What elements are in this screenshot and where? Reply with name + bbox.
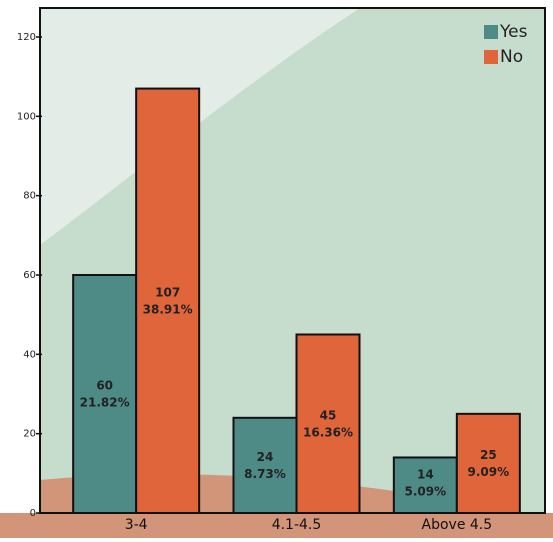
legend-label: No	[500, 47, 523, 67]
footer-band	[0, 513, 553, 538]
y-tick-label: 120	[17, 32, 36, 43]
percent-label: 21.82%	[80, 396, 130, 410]
legend-label: Yes	[499, 22, 528, 42]
bar	[392, 456, 458, 515]
x-tick-label: 3-4	[125, 517, 148, 533]
bar	[135, 87, 201, 514]
percent-label: 8.73%	[244, 467, 286, 481]
value-label: 107	[155, 285, 180, 299]
y-tick-label: 40	[23, 349, 36, 360]
percent-label: 9.09%	[468, 465, 510, 479]
value-label: 25	[480, 448, 497, 462]
value-label: 24	[257, 450, 274, 464]
bar	[455, 412, 521, 515]
value-label: 14	[417, 468, 434, 482]
bar	[72, 274, 138, 514]
value-label: 60	[96, 379, 113, 393]
percent-label: 5.09%	[405, 485, 447, 499]
y-tick-label: 100	[17, 111, 36, 122]
y-tick-label: 0	[30, 508, 36, 519]
bar	[232, 416, 298, 514]
bar	[295, 333, 361, 514]
x-tick-label: 4.1-4.5	[272, 517, 322, 533]
y-tick-label: 80	[23, 191, 36, 202]
percent-label: 38.91%	[143, 302, 193, 316]
percent-label: 16.36%	[303, 425, 353, 439]
x-tick-label: Above 4.5	[422, 517, 493, 533]
value-label: 45	[320, 408, 337, 422]
legend-swatch	[484, 25, 498, 39]
y-tick-label: 60	[23, 270, 36, 281]
y-tick-label: 20	[23, 429, 36, 440]
legend-swatch	[484, 50, 498, 64]
